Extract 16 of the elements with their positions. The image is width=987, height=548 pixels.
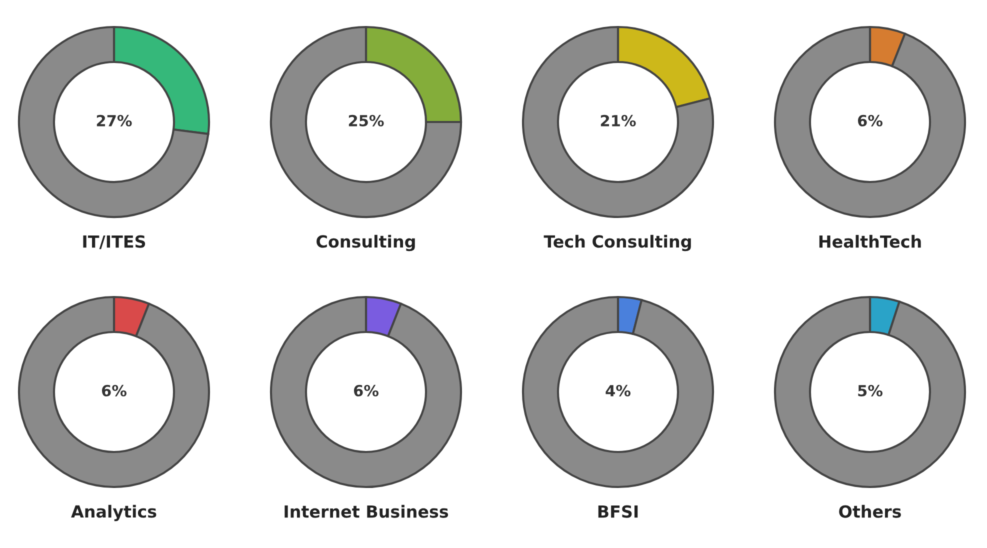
text: Tech Consulting	[544, 234, 691, 252]
text: Others	[839, 504, 901, 518]
data-label: 6%	[858, 114, 882, 126]
text: Analytics	[71, 504, 156, 522]
data-label: 6%	[102, 384, 126, 396]
data-label: 25%	[348, 114, 384, 126]
data-label: 21%	[600, 114, 636, 126]
text: IT/ITES	[83, 235, 146, 250]
data-label: 4%	[606, 384, 630, 396]
data-label: 5%	[858, 384, 882, 396]
data-label: 6%	[354, 384, 378, 396]
text: Consulting	[316, 234, 415, 252]
data-label: 27%	[96, 114, 132, 126]
text: Internet Business	[284, 504, 448, 518]
text: HealthTech	[819, 234, 921, 248]
text: BFSI	[598, 505, 638, 518]
